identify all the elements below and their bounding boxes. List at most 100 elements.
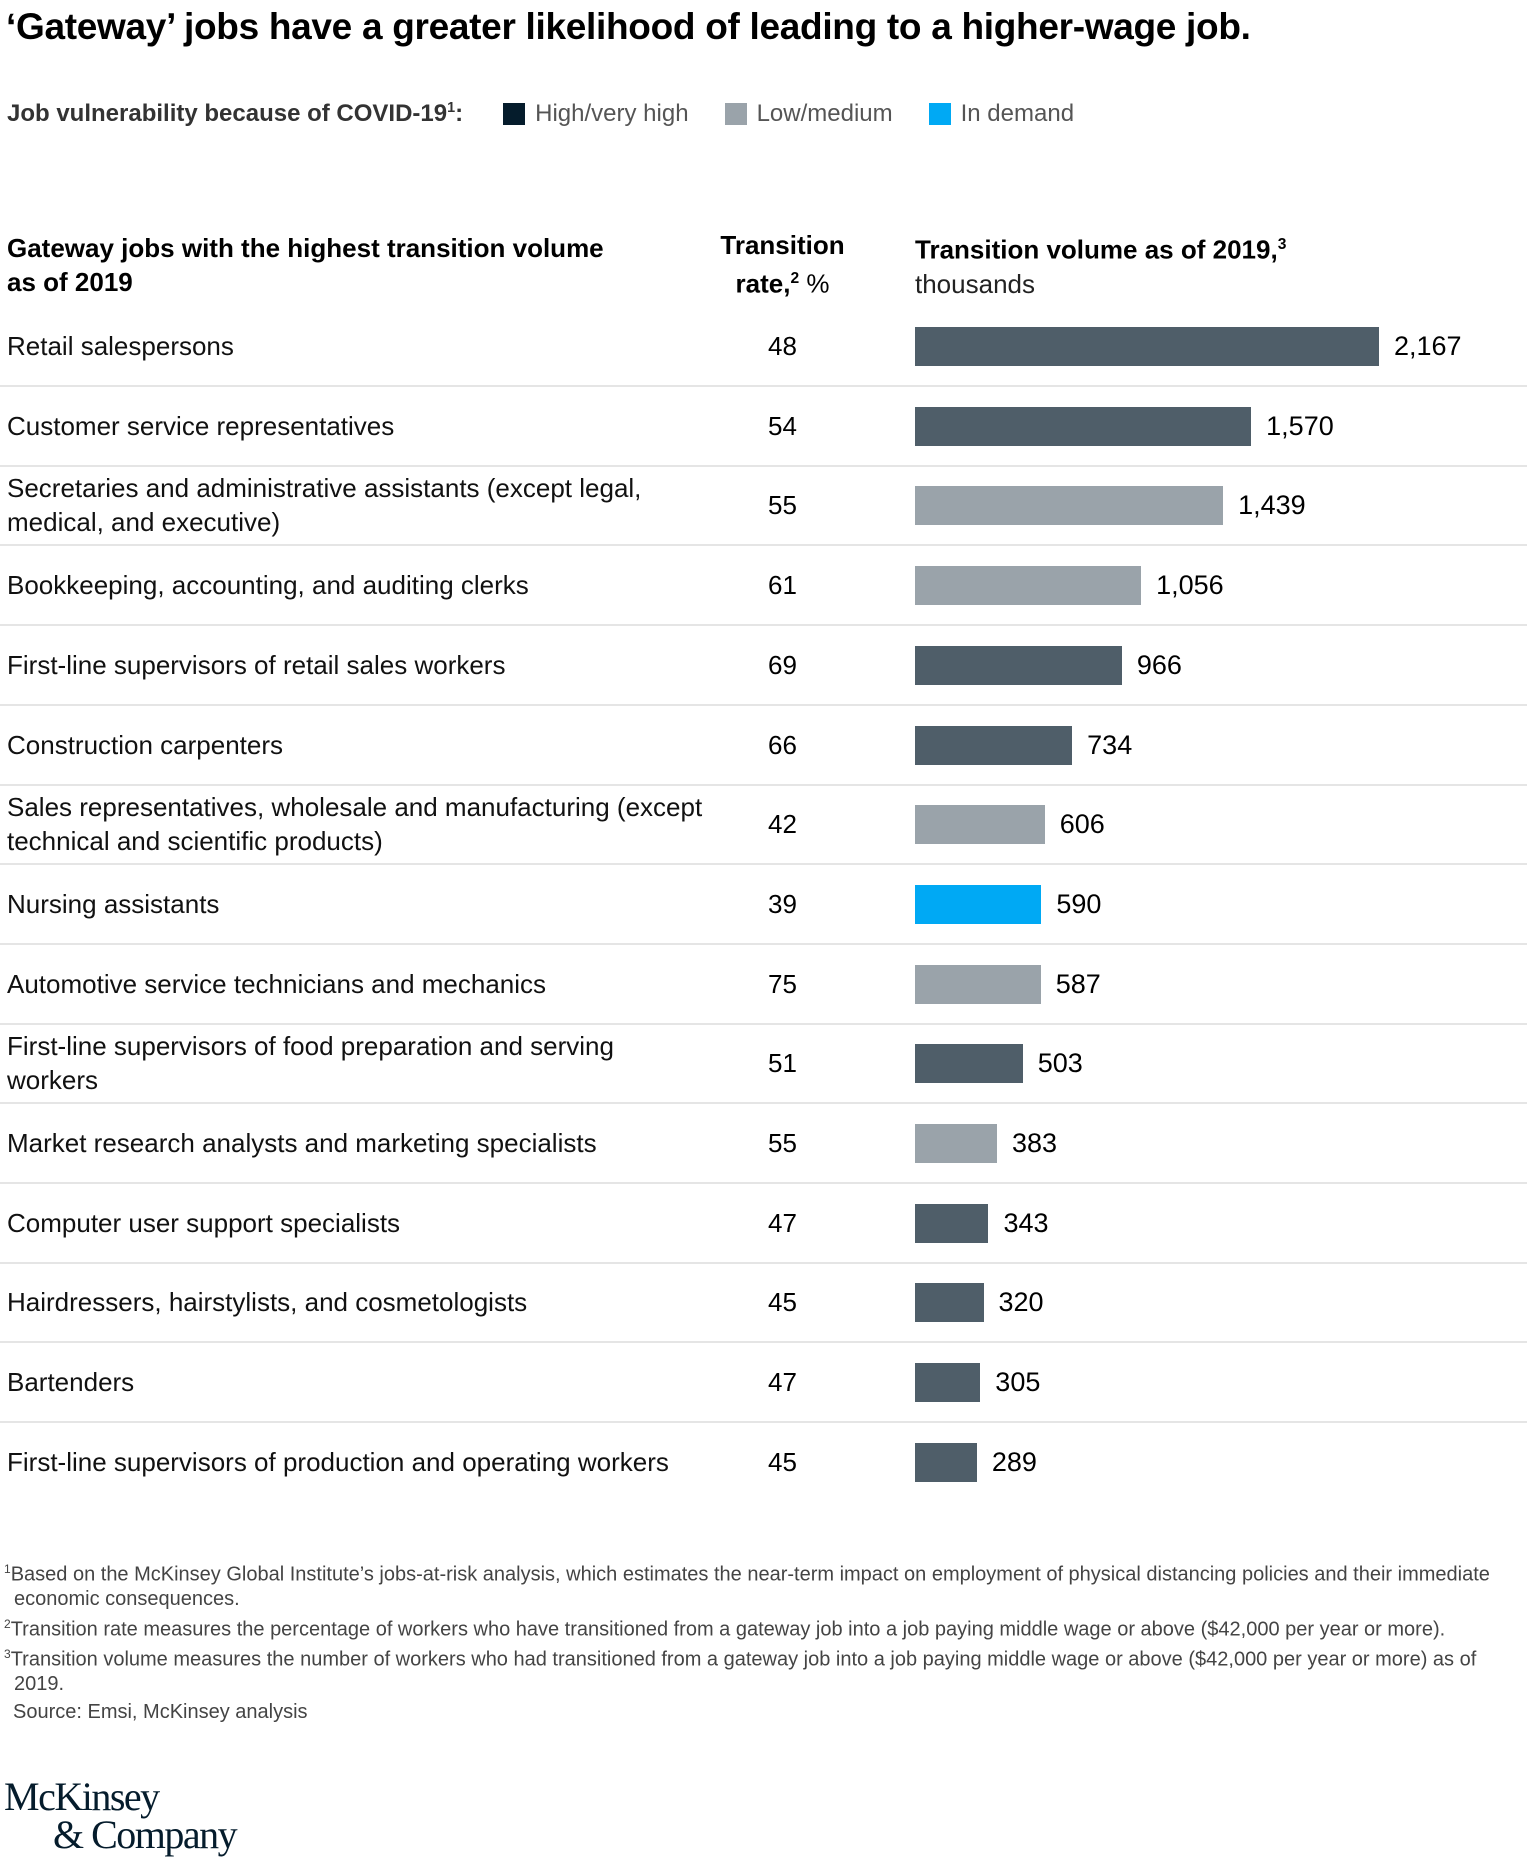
legend-swatch-high — [503, 103, 526, 125]
job-label-text: First-line supervisors of production and… — [7, 1446, 669, 1477]
legend-item-high: High/very high — [503, 100, 689, 128]
job-label: Nursing assistants — [7, 865, 707, 943]
transition-rate: 66 — [768, 729, 797, 760]
transition-rate: 47 — [768, 1367, 797, 1398]
job-label-text: Nursing assistants — [7, 888, 220, 919]
legend-label-colon: : — [455, 100, 464, 127]
table-row: Construction carpenters 66 734 — [0, 706, 1527, 786]
transition-rate: 39 — [768, 888, 797, 919]
bar — [915, 1363, 981, 1403]
source-note: Source: Emsi, McKinsey analysis — [13, 1701, 308, 1724]
job-label-text: Customer service representatives — [7, 410, 395, 441]
footnote-ref: 1 — [447, 100, 456, 116]
bar — [915, 1124, 997, 1163]
bar-value-label: 966 — [1136, 649, 1182, 680]
job-label: Construction carpenters — [7, 706, 707, 784]
job-label-text: Market research analysts and marketing s… — [7, 1128, 597, 1158]
volume-header-text: Transition volume as of 2019, — [915, 234, 1278, 265]
legend-label: Job vulnerability because of COVID-191: — [7, 100, 463, 128]
transition-rate: 45 — [768, 1446, 797, 1477]
rate-header-text: rate, — [735, 268, 791, 299]
bar-value-label: 503 — [1037, 1048, 1083, 1079]
footnote-text: Transition rate measures the percentage … — [10, 1618, 1446, 1641]
footnote-ref: 3 — [1277, 236, 1287, 253]
footnote-ref: 2 — [790, 270, 800, 287]
bar — [915, 566, 1142, 606]
bar-value-label: 1,439 — [1238, 490, 1306, 521]
table-row: Computer user support specialists 47 343 — [0, 1184, 1527, 1264]
bar — [915, 805, 1045, 845]
bar — [915, 486, 1224, 526]
job-label-text: Retail salespersons — [7, 331, 234, 361]
table-row: Bookkeeping, accounting, and auditing cl… — [0, 546, 1527, 627]
job-label: Retail salespersons — [7, 307, 707, 385]
jobs-column-header: Gateway jobs with the highest transition… — [7, 233, 604, 297]
bar-value-label: 343 — [1003, 1207, 1049, 1238]
legend-item-low: Low/medium — [724, 100, 893, 128]
table-row: Customer service representatives 54 1,570 — [0, 387, 1527, 467]
bar — [915, 406, 1252, 446]
job-label: Secretaries and administrative assistant… — [7, 466, 707, 544]
transition-rate: 55 — [768, 1128, 797, 1158]
transition-rate: 51 — [768, 1048, 797, 1079]
job-label: Bartenders — [7, 1343, 707, 1421]
transition-rate: 61 — [768, 570, 797, 601]
job-label: Automotive service technicians and mecha… — [7, 945, 707, 1023]
legend: Job vulnerability because of COVID-191: … — [7, 100, 1110, 128]
logo-line2: & Company — [53, 1812, 238, 1857]
rate-header-line1: Transition — [720, 230, 845, 260]
footnote-text: Based on the McKinsey Global Institute’s… — [10, 1563, 1490, 1611]
job-label: First-line supervisors of retail sales w… — [7, 626, 707, 704]
bar — [915, 1044, 1023, 1084]
job-label: Sales representatives, wholesale and man… — [7, 785, 707, 863]
footnotes: 1Based on the McKinsey Global Institute’… — [4, 1557, 1524, 1725]
job-label-text: Automotive service technicians and mecha… — [7, 968, 547, 999]
volume-column-header: Transition volume as of 2019,3 thousands — [915, 228, 1415, 301]
transition-rate: 69 — [768, 649, 797, 680]
logo-line1: McKinsey — [4, 1774, 160, 1819]
job-label: Customer service representatives — [7, 387, 707, 465]
table-row: First-line supervisors of retail sales w… — [0, 626, 1527, 706]
transition-rate: 75 — [768, 968, 797, 999]
bar-value-label: 320 — [998, 1287, 1044, 1318]
footnote-number: 1 — [4, 1562, 11, 1576]
table-row: Retail salespersons 48 2,167 — [0, 307, 1527, 387]
transition-rate: 42 — [768, 809, 797, 840]
legend-item-demand: In demand — [928, 100, 1074, 128]
legend-text: High/very high — [535, 100, 689, 127]
table-row: Hairdressers, hairstylists, and cosmetol… — [0, 1263, 1527, 1344]
legend-swatch-low — [724, 103, 747, 125]
job-label-text: Computer user support specialists — [7, 1207, 401, 1238]
bar — [915, 1203, 989, 1243]
table-row: Automotive service technicians and mecha… — [0, 945, 1527, 1025]
bar-value-label: 587 — [1055, 968, 1101, 999]
transition-rate: 47 — [768, 1207, 797, 1238]
table-row: Bartenders 47 305 — [0, 1343, 1527, 1424]
job-label-text: First-line supervisors of food preparati… — [7, 1031, 614, 1096]
job-label-text: First-line supervisors of retail sales w… — [7, 649, 506, 680]
bar-value-label: 590 — [1056, 888, 1102, 919]
rate-unit: % — [799, 268, 830, 299]
job-label-text: Construction carpenters — [7, 729, 284, 760]
job-label-text: Bartenders — [7, 1367, 135, 1398]
bar-value-label: 1,056 — [1156, 570, 1224, 601]
table-row: First-line supervisors of food preparati… — [0, 1024, 1527, 1105]
mckinsey-logo: McKinsey & Company — [4, 1774, 238, 1857]
bar-value-label: 289 — [991, 1446, 1037, 1477]
job-label: First-line supervisors of production and… — [7, 1423, 707, 1501]
legend-label-text: Job vulnerability because of COVID-19 — [7, 100, 448, 127]
job-label: Bookkeeping, accounting, and auditing cl… — [7, 546, 707, 624]
job-label-text: Sales representatives, wholesale and man… — [7, 792, 703, 857]
job-label: Market research analysts and marketing s… — [7, 1104, 707, 1182]
job-label-text: Secretaries and administrative assistant… — [7, 473, 642, 538]
legend-swatch-demand — [928, 103, 951, 125]
table-row: Sales representatives, wholesale and man… — [0, 785, 1527, 866]
bar — [915, 327, 1379, 366]
bar-value-label: 606 — [1059, 809, 1105, 840]
bar — [915, 645, 1122, 685]
table-row: Nursing assistants 39 590 — [0, 865, 1527, 945]
footnote-number: 2 — [4, 1616, 11, 1631]
job-label: Computer user support specialists — [7, 1184, 707, 1262]
job-label: Hairdressers, hairstylists, and cosmetol… — [7, 1263, 707, 1341]
bar — [915, 884, 1042, 924]
